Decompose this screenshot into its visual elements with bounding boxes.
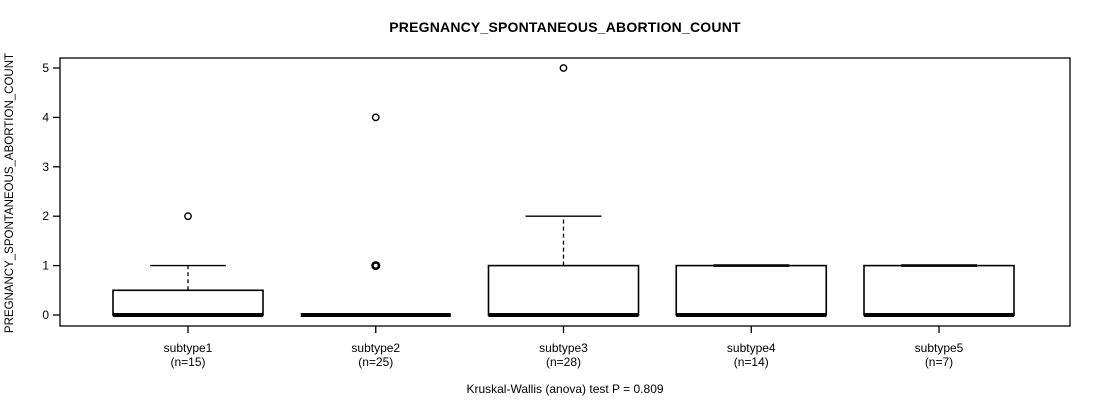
y-tick-label: 3	[42, 160, 49, 174]
outlier-point	[371, 261, 381, 271]
x-tick-label: subtype3	[539, 341, 588, 355]
x-tick-sample-size: (n=28)	[546, 355, 581, 369]
stat-test-annotation: Kruskal-Wallis (anova) test P = 0.809	[466, 382, 664, 396]
box-subtype3	[487, 264, 640, 316]
box-subtype4	[675, 264, 828, 316]
y-tick-label: 1	[42, 259, 49, 273]
plot-frame	[59, 57, 1071, 327]
outlier-point	[559, 64, 568, 72]
x-tick-label: subtype5	[915, 341, 964, 355]
x-tick-label: subtype1	[164, 341, 213, 355]
chart-title: PREGNANCY_SPONTANEOUS_ABORTION_COUNT	[389, 19, 741, 35]
box-subtype1	[112, 289, 264, 316]
y-axis-label: PREGNANCY_SPONTANEOUS_ABORTION_COUNT	[4, 52, 16, 334]
x-tick-sample-size: (n=15)	[170, 355, 205, 369]
x-tick-sample-size: (n=14)	[734, 355, 769, 369]
x-tick-sample-size: (n=25)	[358, 355, 393, 369]
y-tick-label: 0	[42, 308, 49, 322]
y-tick-label: 5	[42, 61, 49, 75]
y-tick-label: 4	[42, 110, 49, 124]
x-tick-label: subtype4	[727, 341, 776, 355]
y-tick-label: 2	[42, 209, 49, 223]
x-tick-sample-size: (n=7)	[925, 355, 953, 369]
outlier-point	[371, 113, 380, 122]
x-tick-label: subtype2	[351, 341, 400, 355]
outlier-point	[184, 212, 192, 221]
box-subtype5	[863, 264, 1015, 316]
